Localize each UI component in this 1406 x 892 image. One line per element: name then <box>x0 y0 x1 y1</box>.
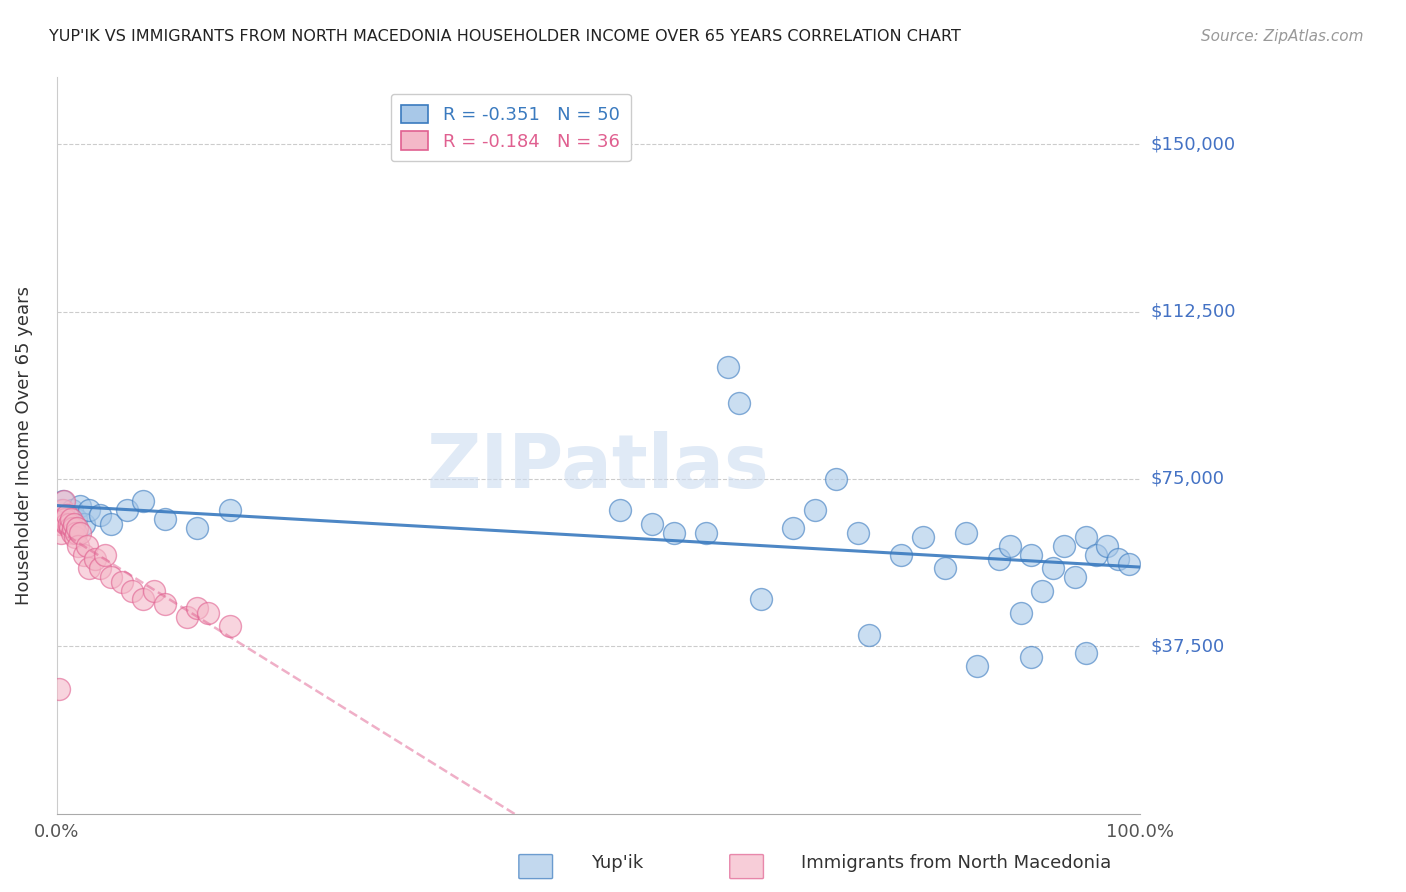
Point <box>858 628 880 642</box>
Point <box>52 494 75 508</box>
Point <box>65 512 87 526</box>
Point <box>55 516 77 531</box>
Text: Immigrants from North Macedonia: Immigrants from North Macedonia <box>801 855 1112 872</box>
Point <box>1031 583 1053 598</box>
Point <box>1053 539 1076 553</box>
Text: $112,500: $112,500 <box>1152 302 1236 320</box>
Point <box>62 521 84 535</box>
Point <box>49 503 72 517</box>
Point <box>94 548 117 562</box>
Point <box>1021 548 1043 562</box>
Point <box>66 521 89 535</box>
Point <box>728 396 751 410</box>
Point <box>77 503 100 517</box>
Point <box>132 592 155 607</box>
Point <box>1085 548 1108 562</box>
Point <box>219 619 242 633</box>
Point <box>110 574 132 589</box>
Point <box>1118 557 1140 571</box>
Point <box>56 508 79 522</box>
Y-axis label: Householder Income Over 65 years: Householder Income Over 65 years <box>15 286 32 605</box>
Point <box>804 503 827 517</box>
Point <box>176 610 198 624</box>
Point <box>59 516 82 531</box>
Point <box>186 521 208 535</box>
Point <box>65 525 87 540</box>
Point <box>59 512 82 526</box>
Point <box>998 539 1021 553</box>
Point <box>987 552 1010 566</box>
Point <box>153 512 176 526</box>
Legend: R = -0.351   N = 50, R = -0.184   N = 36: R = -0.351 N = 50, R = -0.184 N = 36 <box>391 94 631 161</box>
Text: ZIPatlas: ZIPatlas <box>427 431 769 504</box>
Point <box>1107 552 1129 566</box>
Point <box>89 561 111 575</box>
Point <box>76 539 98 553</box>
Point <box>143 583 166 598</box>
Point <box>100 516 122 531</box>
Point <box>83 552 105 566</box>
Text: YUP'IK VS IMMIGRANTS FROM NORTH MACEDONIA HOUSEHOLDER INCOME OVER 65 YEARS CORRE: YUP'IK VS IMMIGRANTS FROM NORTH MACEDONI… <box>49 29 962 44</box>
Point <box>58 516 80 531</box>
Point <box>53 512 76 526</box>
Point <box>825 472 848 486</box>
Text: $37,500: $37,500 <box>1152 637 1225 656</box>
Point <box>115 503 138 517</box>
Point <box>63 516 86 531</box>
Point <box>890 548 912 562</box>
Point <box>912 530 935 544</box>
Point <box>132 494 155 508</box>
Point <box>153 597 176 611</box>
Point <box>121 583 143 598</box>
Text: $150,000: $150,000 <box>1152 136 1236 153</box>
Point <box>1074 646 1097 660</box>
Point <box>52 503 75 517</box>
Point <box>219 503 242 517</box>
Point <box>69 499 91 513</box>
Point <box>934 561 956 575</box>
Point <box>60 525 83 540</box>
Point <box>67 539 90 553</box>
Point <box>641 516 664 531</box>
Point <box>1063 570 1085 584</box>
Point <box>846 525 869 540</box>
Point <box>48 681 70 696</box>
Point <box>955 525 977 540</box>
Point <box>609 503 631 517</box>
Point <box>966 659 988 673</box>
Text: Yup'ik: Yup'ik <box>591 855 643 872</box>
Point <box>782 521 804 535</box>
Point <box>69 525 91 540</box>
Point <box>662 525 685 540</box>
Point <box>186 601 208 615</box>
Point <box>51 508 73 522</box>
Point <box>1010 606 1032 620</box>
Point <box>197 606 219 620</box>
Point <box>73 516 96 531</box>
Point <box>59 521 82 535</box>
Point <box>1097 539 1119 553</box>
Point <box>89 508 111 522</box>
Point <box>63 530 86 544</box>
Point <box>53 494 76 508</box>
Point <box>749 592 772 607</box>
Point <box>49 516 72 531</box>
Point <box>60 503 83 517</box>
Point <box>1021 650 1043 665</box>
Point <box>77 561 100 575</box>
Point <box>49 525 72 540</box>
Point <box>73 548 96 562</box>
Point <box>695 525 717 540</box>
Point <box>53 512 76 526</box>
Text: Source: ZipAtlas.com: Source: ZipAtlas.com <box>1201 29 1364 44</box>
Point <box>1042 561 1064 575</box>
Point <box>100 570 122 584</box>
Text: $75,000: $75,000 <box>1152 470 1225 488</box>
Point <box>63 521 86 535</box>
Point <box>717 360 740 375</box>
Point <box>56 508 79 522</box>
Point <box>1074 530 1097 544</box>
